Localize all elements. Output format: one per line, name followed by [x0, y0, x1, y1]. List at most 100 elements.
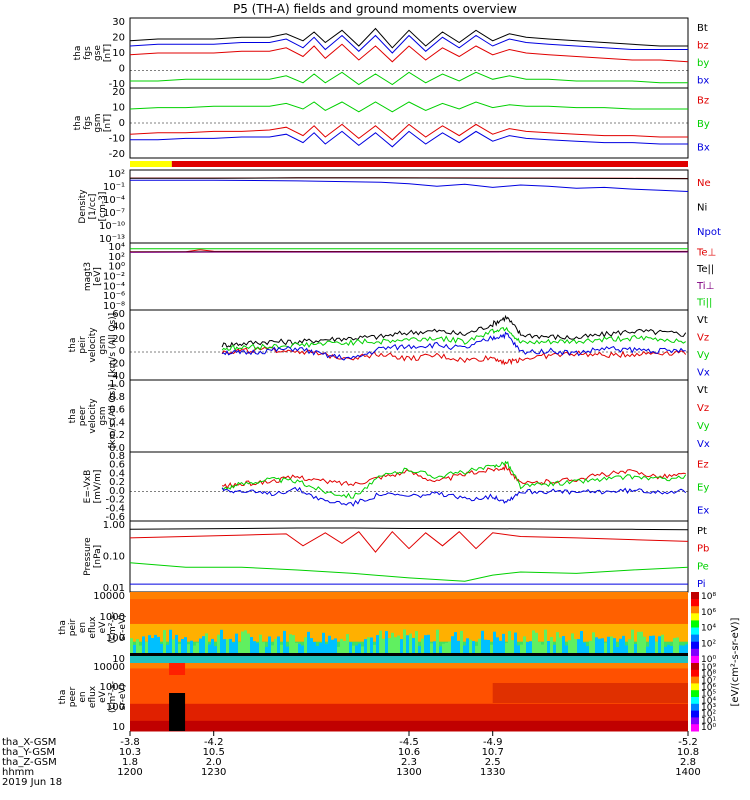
- y-axis-label-line: Density: [78, 189, 88, 224]
- spectrogram-ion: 10000 1000 100 10 tha peir en eflux eV (cm²-s-sr-…: [58, 591, 688, 665]
- y-axis-label: tha fgs gse [nT]: [73, 44, 113, 62]
- spectrogram-cell: [568, 640, 571, 653]
- spectrogram-cell: [436, 629, 439, 653]
- series-line-2: [129, 562, 689, 582]
- panel-density: Ne Ni Npot 10² 10⁻¹ 10⁻⁴ 10⁻⁷ 10⁻¹⁰ 10⁻¹³ Density…: [78, 169, 721, 245]
- spectrogram-cell: [346, 634, 349, 653]
- spectrogram-cell: [457, 640, 460, 653]
- spectrogram-cell: [169, 629, 172, 653]
- spectrogram-cell: [658, 636, 661, 653]
- spectrogram-cell: [337, 646, 340, 653]
- spectrogram-cell: [139, 645, 142, 653]
- y-tick-label: -0.6: [105, 512, 125, 523]
- spectrogram-cell: [532, 630, 535, 653]
- spectrogram-cell: [631, 629, 634, 653]
- spectrogram-cell: [649, 635, 652, 653]
- y-tick-label: 0.8: [109, 451, 125, 462]
- x-tick-label: 1.8: [122, 757, 138, 768]
- spectrogram-cell: [583, 642, 586, 653]
- y-tick-label: 10⁻¹⁰: [99, 221, 125, 232]
- spectrogram-cell: [316, 645, 319, 653]
- mode-bar: [130, 161, 689, 167]
- spectrogram-cell: [640, 631, 643, 653]
- spectrogram-cell: [661, 634, 664, 653]
- spectrogram-band: [130, 720, 688, 732]
- spectrogram-cell: [271, 645, 274, 653]
- legend-label: Bz: [697, 96, 709, 107]
- y-tick-label: 100: [106, 633, 125, 644]
- spectrogram-cell: [556, 632, 559, 653]
- panel-frame: [129, 379, 689, 453]
- spectrogram-cell: [343, 640, 346, 653]
- y-tick-label: -0.4: [105, 503, 125, 514]
- y-axis-label-line: [mV/m]: [93, 470, 103, 504]
- colorbar-tick: 10⁶: [701, 608, 716, 618]
- legend-label: Pb: [697, 544, 709, 555]
- y-axis-label-line: eflux: [88, 616, 98, 639]
- spectrogram-cell: [232, 642, 235, 653]
- y-tick-label: 1000: [100, 682, 125, 693]
- spectrogram-cell: [586, 646, 589, 653]
- spectrogram-cell: [283, 630, 286, 653]
- legend-label: bx: [697, 75, 709, 86]
- spectrogram-cell: [574, 638, 577, 653]
- spectrogram-cell: [625, 645, 628, 653]
- spectrogram-band: [130, 703, 688, 722]
- series-line-1: [221, 460, 687, 499]
- spectrogram-cell: [652, 635, 655, 653]
- y-tick-label: 100: [106, 702, 125, 713]
- x-tick-label: 2.0: [206, 757, 222, 768]
- x-row-label: tha_X-GSM: [2, 737, 56, 748]
- y-axis-label-line: tha: [68, 409, 78, 424]
- colorbar-cell: [691, 697, 699, 705]
- legend-label: Vy: [697, 350, 710, 361]
- colorbar-cell: [691, 592, 699, 600]
- spectrogram-cell: [634, 643, 637, 653]
- y-tick-label: 20: [112, 33, 125, 44]
- spectrogram-cell: [448, 641, 451, 653]
- spectrogram-band: [130, 599, 688, 625]
- y-axis-label-line: tha: [73, 46, 83, 61]
- spectrogram-cell: [619, 638, 622, 653]
- spectrogram-cell: [208, 644, 211, 653]
- spectrogram-cell: [451, 636, 454, 653]
- spectrogram-cell: [388, 638, 391, 653]
- y-tick-label: 10⁻⁷: [103, 208, 125, 219]
- colorbar-cell: [691, 663, 699, 671]
- spectrogram-cell: [526, 642, 529, 653]
- legend-label: Vz: [697, 403, 709, 414]
- x-tick-label: -5.2: [678, 737, 698, 748]
- y-axis-label-line: en: [78, 691, 88, 702]
- y-tick-label: -10: [109, 79, 125, 90]
- legend-label: Ne: [697, 178, 711, 189]
- colorbar-cell: [691, 703, 699, 712]
- spectrogram-cell: [244, 630, 247, 653]
- y-tick-label: 0.6: [109, 460, 125, 471]
- spectrogram-cell: [361, 646, 364, 653]
- spectrogram-cell: [667, 644, 670, 653]
- y-axis-label: tha peer velocity gsm [km/s (All Qs)]: [68, 384, 118, 448]
- y-tick-label: 10⁻⁴: [103, 281, 125, 292]
- spectrogram-cell: [406, 635, 409, 653]
- spectrogram-cell: [292, 635, 295, 653]
- spectrogram-cell: [493, 631, 496, 653]
- spectrogram-cell: [223, 639, 226, 653]
- colorbar-tick: 10²: [701, 710, 716, 720]
- spectrogram-cell: [298, 643, 301, 653]
- x-tick-label: 2.5: [485, 757, 501, 768]
- spectrogram-cell: [685, 644, 688, 653]
- legend-label: Npot: [697, 227, 721, 238]
- y-axis-label-line: [nPa]: [93, 545, 103, 568]
- y-tick-label: 0: [119, 346, 125, 357]
- y-axis-label-line: [km/s (All Qs)]: [108, 313, 118, 377]
- spectrogram-cell: [487, 639, 490, 653]
- legend-label: Ex: [697, 506, 709, 517]
- y-tick-label: 10²: [108, 252, 125, 263]
- spectrogram-cell: [304, 637, 307, 653]
- spectrogram-cell: [259, 634, 262, 653]
- spectrogram-cell: [265, 646, 268, 653]
- spectrogram-gap: [130, 653, 688, 656]
- colorbar-cell: [691, 683, 699, 691]
- spectrogram-cell: [133, 644, 136, 653]
- spectrogram-cell: [247, 633, 250, 653]
